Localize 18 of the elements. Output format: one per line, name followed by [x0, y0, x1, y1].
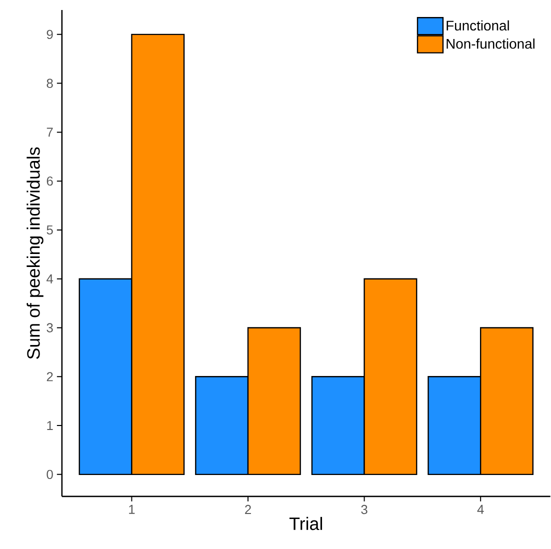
- y-tick-label: 8: [46, 78, 53, 88]
- y-axis-title: Sum of peeking individuals: [26, 147, 44, 359]
- y-tick-label: 9: [46, 30, 53, 39]
- y-tick-label: 5: [46, 225, 53, 234]
- y-tick-label: 1: [47, 420, 53, 430]
- x-tick-label: 4: [477, 504, 484, 514]
- y-tick-label: 4: [46, 274, 54, 284]
- x-tick-label: 2: [245, 504, 251, 514]
- y-tick-label: 6: [46, 176, 53, 186]
- y-tick-label: 7: [46, 128, 53, 136]
- legend-label: Functional: [446, 20, 509, 30]
- x-tick-label: 1: [129, 504, 135, 514]
- x-tick-label: 3: [361, 504, 368, 514]
- y-tick-label: 0: [46, 470, 53, 479]
- x-axis-title: Trial: [289, 516, 322, 530]
- legend-label: Non-functional: [446, 38, 534, 49]
- y-tick-label: 3: [46, 323, 53, 332]
- y-tick-label: 2: [46, 372, 53, 381]
